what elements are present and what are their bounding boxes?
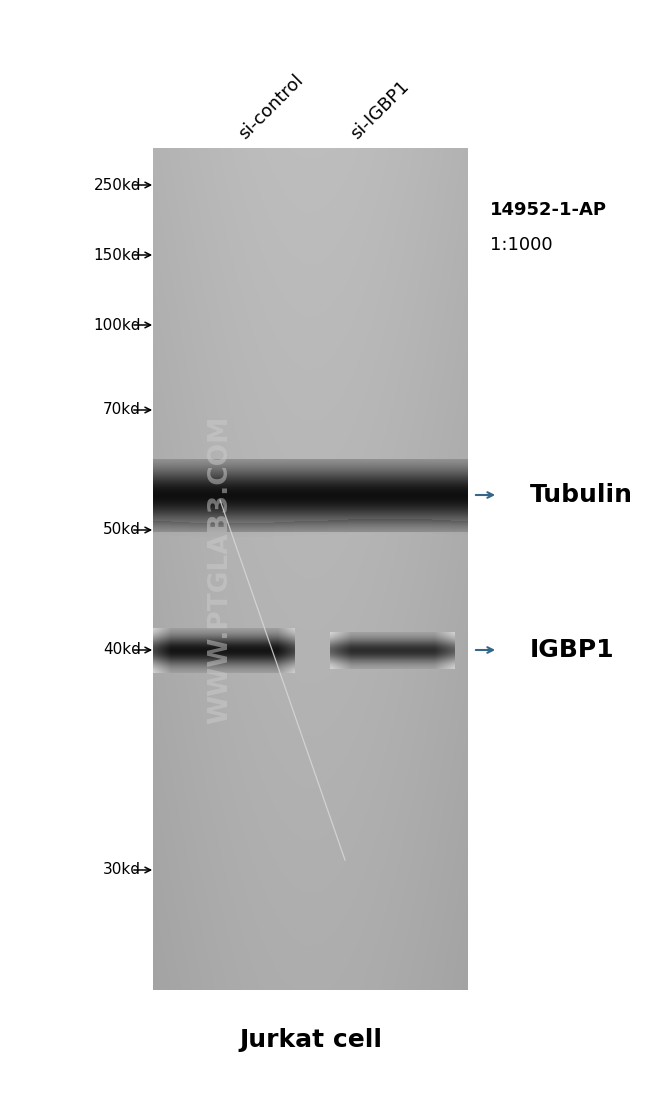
Text: IGBP1: IGBP1	[530, 638, 615, 662]
Text: 14952-1-AP: 14952-1-AP	[490, 201, 607, 219]
Text: Tubulin: Tubulin	[530, 483, 633, 507]
Text: si-IGBP1: si-IGBP1	[347, 78, 413, 143]
Text: 250kd: 250kd	[94, 177, 141, 192]
Text: 1:1000: 1:1000	[490, 236, 552, 254]
Text: 100kd: 100kd	[94, 317, 141, 332]
Text: 150kd: 150kd	[94, 247, 141, 262]
Text: WWW.PTGLAB3.COM: WWW.PTGLAB3.COM	[207, 415, 233, 725]
Text: 30kd: 30kd	[103, 862, 141, 878]
Text: 50kd: 50kd	[103, 522, 141, 538]
Text: si-control: si-control	[235, 71, 307, 143]
Text: 40kd: 40kd	[103, 643, 141, 658]
Text: 70kd: 70kd	[103, 402, 141, 418]
Text: Jurkat cell: Jurkat cell	[239, 1029, 382, 1051]
